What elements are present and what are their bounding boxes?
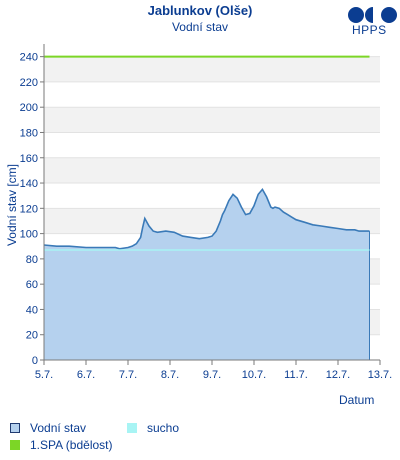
chart-subtitle: Vodní stav — [171, 20, 229, 34]
x-tick-label: 6.7. — [77, 369, 95, 381]
hpps-logo-icon — [348, 7, 397, 23]
y-tick-label: 20 — [26, 330, 38, 342]
y-tick-label: 100 — [20, 229, 38, 241]
legend-label: sucho — [147, 421, 180, 435]
y-tick-label: 180 — [20, 127, 38, 139]
y-tick-label: 40 — [26, 304, 38, 316]
y-tick-label: 240 — [20, 52, 38, 64]
y-tick-label: 140 — [20, 178, 38, 190]
y-tick-label: 200 — [20, 102, 38, 114]
y-tick-label: 160 — [20, 153, 38, 165]
water-level-chart: 0 20 40 60 80 100 120 140 160 180 200 220 240 5.7. 6.7… — [20, 44, 392, 381]
logo-text: HPPS — [352, 23, 387, 37]
drought-swatch-icon — [127, 423, 137, 433]
spa1-swatch-icon — [10, 440, 20, 450]
grid-band — [44, 56, 380, 82]
x-tick-label: 9.7. — [203, 369, 221, 381]
water-level-area — [44, 189, 370, 360]
y-tick-label: 80 — [26, 254, 38, 266]
x-tick-label: 11.7. — [284, 369, 308, 381]
x-tick-label: 8.7. — [161, 369, 179, 381]
x-tick-label: 12.7. — [326, 369, 350, 381]
y-tick-label: 0 — [32, 355, 38, 367]
legend-label: 1.SPA (bdělost) — [30, 438, 113, 452]
x-tick-label: 7.7. — [119, 369, 137, 381]
water-level-line — [43, 187, 370, 250]
x-tick-label: 5.7. — [35, 369, 53, 381]
water-level-swatch-icon — [10, 423, 20, 433]
x-tick-label: 13.7. — [368, 369, 392, 381]
grid-band — [44, 107, 380, 133]
legend-label: Vodní stav — [30, 421, 87, 435]
y-axis-label: Vodní stav [cm] — [5, 163, 19, 247]
y-tick-label: 60 — [26, 279, 38, 291]
grid-band — [44, 157, 380, 184]
y-tick-label: 220 — [20, 77, 38, 89]
y-tick-label: 120 — [20, 203, 38, 215]
series-layer — [43, 55, 370, 360]
axes-layer: 0 20 40 60 80 100 120 140 160 180 200 220 240 5.7. 6.7… — [20, 44, 392, 381]
chart-title: Jablunkov (Olše) — [147, 3, 253, 18]
x-tick-label: 10.7. — [242, 369, 266, 381]
x-axis-label: Datum — [339, 393, 375, 407]
